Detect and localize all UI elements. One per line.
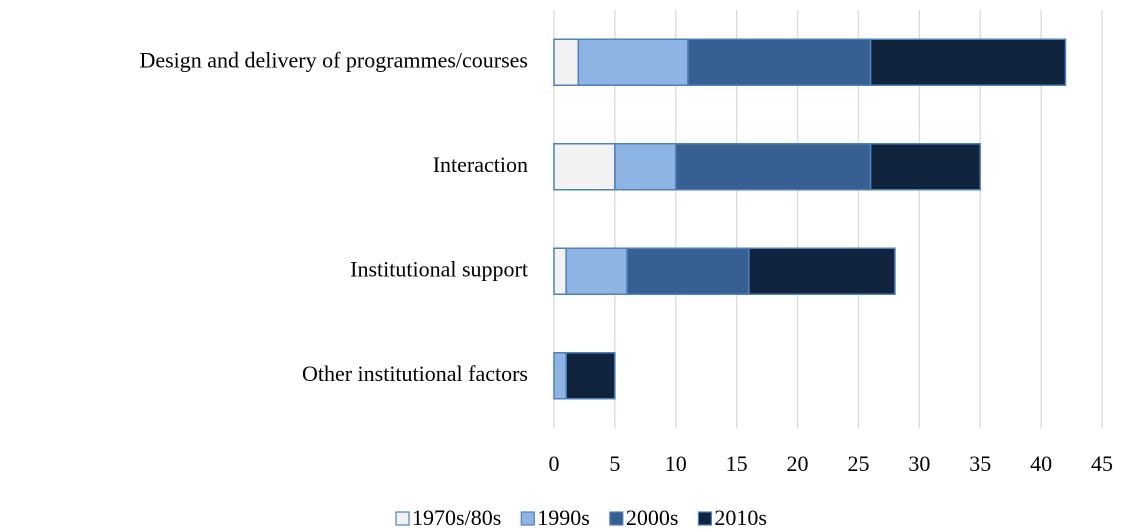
x-tick-label: 10 (665, 451, 687, 476)
y-tick-label: Other institutional factors (302, 361, 528, 386)
x-tick-label: 0 (549, 451, 560, 476)
bar-segment (869, 143, 981, 191)
legend-label: 1990s (537, 505, 590, 530)
y-tick-label: Institutional support (350, 256, 528, 281)
legend-swatch (520, 511, 535, 526)
legend-swatch (609, 511, 624, 526)
bar-segment (626, 247, 750, 295)
bar-segment (869, 38, 1067, 86)
x-tick-label: 40 (1030, 451, 1052, 476)
legend-label: 2010s (714, 505, 767, 530)
bar-segment (553, 247, 567, 295)
bar-segment (687, 38, 872, 86)
bar-segment (553, 352, 567, 400)
x-tick-label: 5 (609, 451, 620, 476)
bar-segment (565, 247, 628, 295)
x-tick-label: 30 (908, 451, 930, 476)
x-tick-label: 25 (847, 451, 869, 476)
bar-segment (675, 143, 872, 191)
x-tick-label: 35 (969, 451, 991, 476)
bar-segment (577, 38, 689, 86)
legend-label: 2000s (626, 505, 679, 530)
legend-label: 1970s/80s (412, 505, 501, 530)
x-tick-label: 15 (726, 451, 748, 476)
y-tick-label: Interaction (433, 152, 528, 177)
legend-swatch (395, 511, 410, 526)
x-tick-label: 20 (787, 451, 809, 476)
bar-segment (748, 247, 896, 295)
bar-segment (614, 143, 677, 191)
x-tick-label: 45 (1091, 451, 1113, 476)
legend-swatch (697, 511, 713, 526)
bar-segment (553, 143, 616, 191)
bar-segment (553, 38, 580, 86)
bar-segment (565, 352, 616, 400)
y-tick-label: Design and delivery of programmes/course… (139, 47, 528, 72)
